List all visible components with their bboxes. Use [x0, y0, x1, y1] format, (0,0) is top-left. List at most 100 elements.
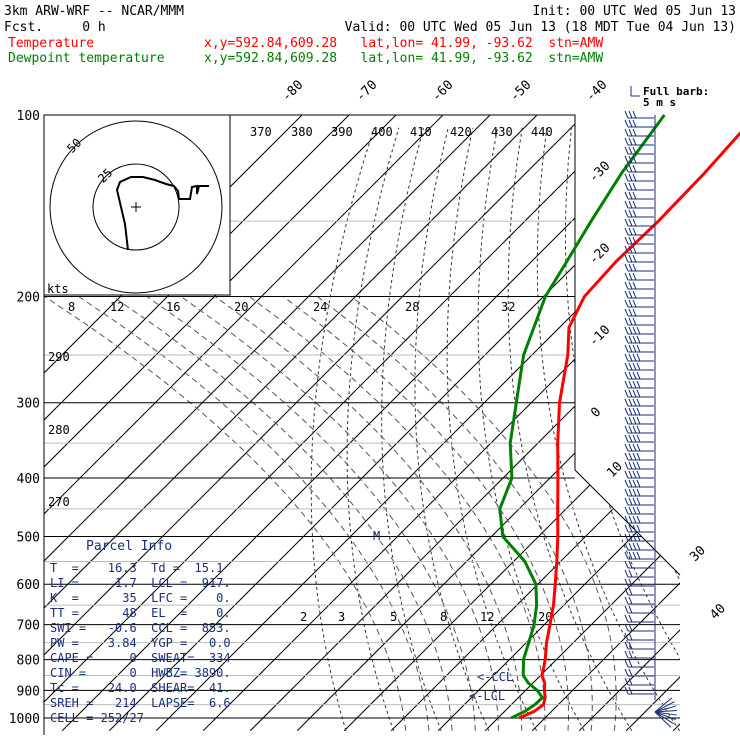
wind-barb-flag: [628, 596, 633, 605]
theta-e-label: 410: [410, 125, 432, 139]
wind-legend-unit: 5 m s: [643, 96, 676, 109]
parcel-row: PW = 3.84 YGP = 0.0: [50, 636, 231, 650]
wind-barb-flag: [628, 317, 633, 326]
wind-barb-flag: [624, 299, 629, 308]
wind-barb-flag: [632, 416, 637, 425]
wind-barb-flag: [628, 650, 633, 659]
isotherm-line: [44, 115, 598, 732]
pressure-tick-label: 100: [17, 109, 40, 124]
wind-barb-flag: [624, 317, 629, 326]
wind-barb-flag: [624, 497, 629, 506]
wind-barb-flag: [628, 344, 633, 353]
wind-barb-flag: [624, 263, 629, 272]
theta-label: 280: [48, 423, 70, 437]
wind-barb-flag: [636, 452, 641, 461]
wind-barb-flag: [632, 110, 637, 119]
dry-adiabat-line: [507, 127, 633, 732]
wind-barb-flag: [624, 371, 629, 380]
wind-barb-flag: [628, 542, 633, 551]
parcel-row: CELL = 252/27: [50, 711, 144, 725]
pressure-tick-label: 1000: [9, 712, 40, 727]
wind-barb-flag: [624, 362, 629, 371]
wind-barb-flag: [632, 407, 637, 416]
wind-barb-flag: [632, 137, 637, 146]
wind-barb-flag: [624, 434, 629, 443]
isotherm-label: -20: [586, 241, 613, 268]
wind-barb-flag: [624, 290, 629, 299]
wind-barb-surface: [654, 697, 673, 713]
mixing-ratio-label: 3: [338, 610, 345, 624]
wind-barb-flag: [628, 632, 633, 641]
wind-barb-flag: [636, 524, 641, 533]
wind-barb-flag: [624, 641, 629, 650]
parcel-row: CIN = 0 HWBZ= 3890.: [50, 666, 231, 680]
theta-e-label: 370: [250, 125, 272, 139]
wind-barb-flag: [624, 254, 629, 263]
isotherm-label: -70: [353, 78, 380, 105]
isotherm-label: -40: [583, 78, 610, 105]
wind-barb-flag: [624, 326, 629, 335]
wind-barb-flag: [624, 407, 629, 416]
wind-barb-flag: [632, 353, 637, 362]
wind-barb-flag: [632, 434, 637, 443]
legend-temperature: Temperature: [8, 36, 94, 51]
parcel-info-title: Parcel Info: [86, 539, 173, 554]
theta-label: 270: [48, 495, 70, 509]
wind-barb-flag: [628, 128, 633, 137]
moist-adiabat-line: [112, 296, 453, 731]
wind-barb-flag: [624, 119, 629, 128]
pressure-tick-label: 300: [17, 397, 40, 412]
isotherm-line: [44, 115, 551, 732]
isotherm-label: 40: [707, 601, 729, 623]
wind-barb-flag: [624, 551, 629, 560]
wind-barb-flag: [624, 236, 629, 245]
wind-barb-flag: [624, 659, 629, 668]
wind-barb-flag: [632, 164, 637, 173]
wind-barb-flag: [628, 236, 633, 245]
wind-barb-flag: [628, 560, 633, 569]
wind-barb-flag: [628, 551, 633, 560]
isotherm-line: [249, 115, 680, 732]
dry-adiabat-line: [446, 127, 538, 732]
wind-barb-flag: [624, 614, 629, 623]
wind-barb-flag: [632, 398, 637, 407]
wind-barb-flag: [628, 515, 633, 524]
wind-barb-flag: [632, 362, 637, 371]
isotherm-label: -10: [586, 323, 613, 350]
wind-barbs: [624, 110, 677, 728]
wind-barb-flag: [624, 155, 629, 164]
wind-barb-flag: [628, 362, 633, 371]
wind-barb-flag: [624, 533, 629, 542]
wind-barb-flag: [624, 128, 629, 137]
wind-barb-flag: [628, 533, 633, 542]
wind-barb-flag: [624, 668, 629, 677]
wind-barb-flag: [632, 515, 637, 524]
wind-barb-flag: [632, 326, 637, 335]
wind-barb-flag: [636, 533, 641, 542]
parcel-row: T = 16.3 Td = 15.1: [50, 561, 224, 575]
wind-barb-flag: [632, 452, 637, 461]
wind-barb-flag: [632, 173, 637, 182]
wind-barb-flag: [628, 668, 633, 677]
wind-barb-flag: [624, 281, 629, 290]
wind-barb-flag: [628, 389, 633, 398]
moist-adiabat-line: [248, 296, 546, 731]
wind-barb-flag: [624, 650, 629, 659]
isotherm-line: [202, 115, 680, 732]
wind-barb-flag: [624, 578, 629, 587]
isotherm-line: [155, 115, 680, 732]
wind-barb-flag: [632, 227, 637, 236]
theta-e-label: 390: [331, 125, 353, 139]
wind-barb-flag: [632, 155, 637, 164]
pressure-tick-label: 500: [17, 530, 40, 545]
wind-barb-flag: [632, 146, 637, 155]
dry-adiabat-line: [669, 127, 680, 732]
wind-barb-flag: [628, 569, 633, 578]
wind-barb-flag: [624, 308, 629, 317]
wind-barb-flag: [628, 281, 633, 290]
wind-barb-surface: [654, 711, 672, 728]
wind-barb-flag: [624, 344, 629, 353]
wind-barb-flag: [636, 488, 641, 497]
mixing-ratio-label: 2: [300, 610, 307, 624]
wind-barb-flag: [624, 218, 629, 227]
